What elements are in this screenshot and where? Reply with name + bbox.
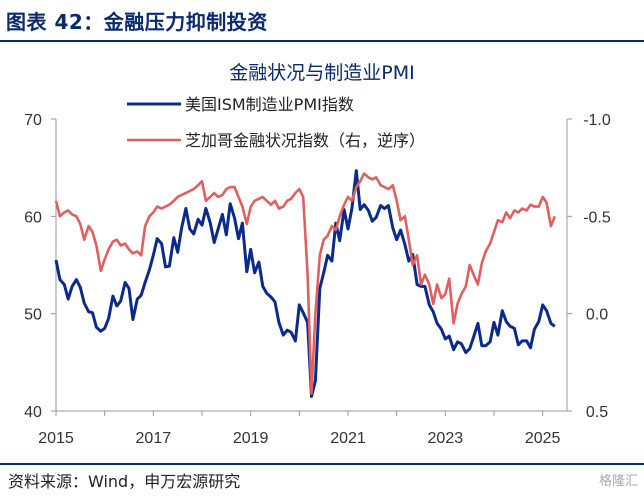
watermark: 格隆汇 — [598, 474, 638, 489]
left-tick-label: 70 — [24, 112, 42, 129]
series-line-pmi — [54, 169, 556, 398]
x-tick-label: 2025 — [525, 430, 561, 447]
chart: 金融状况与制造业PMI 40 50 60 70 0.5 0.0 -0.5 -1.0 2015 20… — [24, 62, 611, 447]
bottom-rule — [0, 463, 644, 465]
x-tick-label: 2023 — [428, 430, 464, 447]
legend-label: 芝加哥金融状况指数（右，逆序） — [185, 131, 425, 150]
left-tick-label: 50 — [24, 307, 42, 324]
right-tick-label: 0.0 — [586, 307, 608, 324]
right-tick-label: 0.5 — [586, 404, 608, 421]
x-tick-label: 2017 — [136, 430, 172, 447]
legend-label: 美国ISM制造业PMI指数 — [185, 95, 354, 114]
x-tick-label: 2015 — [38, 430, 74, 447]
x-tick-label: 2019 — [233, 430, 269, 447]
series-layer — [54, 169, 557, 398]
right-tick-label: -0.5 — [583, 209, 611, 226]
left-tick-label: 60 — [24, 209, 42, 226]
source-note: 资料来源：Wind，申万宏源研究 — [8, 472, 241, 491]
right-tick-label: -1.0 — [583, 112, 611, 129]
chart-title: 金融状况与制造业PMI — [229, 62, 414, 84]
figure-title: 图表 42：金融压力抑制投资 — [6, 10, 268, 34]
title-rule — [0, 40, 644, 42]
left-tick-label: 40 — [24, 404, 42, 421]
x-tick-label: 2021 — [330, 430, 366, 447]
axes: 40 50 60 70 0.5 0.0 -0.5 -1.0 2015 2017 2019 2021 20… — [24, 112, 611, 447]
series-line-financial-conditions — [54, 172, 557, 395]
